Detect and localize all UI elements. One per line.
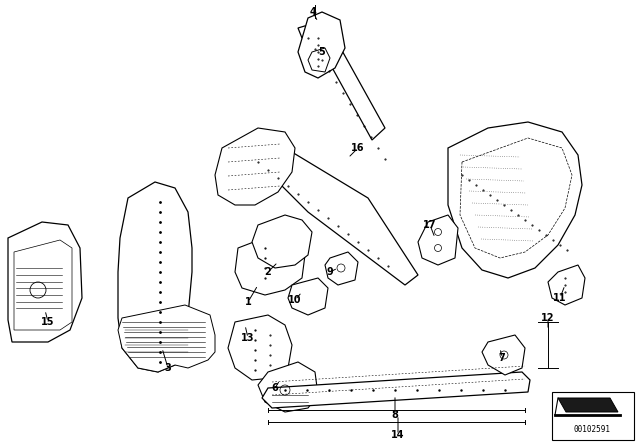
Text: 4: 4 bbox=[310, 7, 316, 17]
Polygon shape bbox=[14, 240, 72, 330]
Text: 16: 16 bbox=[351, 143, 365, 153]
Text: 8: 8 bbox=[392, 410, 399, 420]
Text: 7: 7 bbox=[499, 353, 506, 363]
Polygon shape bbox=[298, 12, 345, 78]
Polygon shape bbox=[248, 140, 418, 285]
Text: 3: 3 bbox=[164, 363, 172, 373]
Polygon shape bbox=[448, 122, 582, 278]
Polygon shape bbox=[235, 235, 305, 295]
Polygon shape bbox=[548, 265, 585, 305]
Text: 17: 17 bbox=[423, 220, 436, 230]
Text: 15: 15 bbox=[41, 317, 55, 327]
Bar bbox=[552, 392, 634, 440]
Polygon shape bbox=[288, 278, 328, 315]
Polygon shape bbox=[8, 222, 82, 342]
Text: 1: 1 bbox=[244, 297, 252, 307]
Text: 00102591: 00102591 bbox=[573, 426, 611, 435]
Polygon shape bbox=[418, 215, 458, 265]
Polygon shape bbox=[482, 335, 525, 375]
Text: 9: 9 bbox=[326, 267, 333, 277]
Polygon shape bbox=[558, 398, 618, 412]
Polygon shape bbox=[258, 362, 318, 412]
Polygon shape bbox=[298, 22, 385, 140]
Polygon shape bbox=[460, 138, 572, 258]
Polygon shape bbox=[308, 48, 330, 72]
Polygon shape bbox=[262, 372, 530, 408]
Polygon shape bbox=[228, 315, 292, 380]
Text: 11: 11 bbox=[553, 293, 567, 303]
Polygon shape bbox=[118, 305, 215, 372]
Text: 10: 10 bbox=[288, 295, 301, 305]
Polygon shape bbox=[118, 182, 192, 372]
Text: 2: 2 bbox=[264, 267, 271, 277]
Polygon shape bbox=[325, 252, 358, 285]
Text: 14: 14 bbox=[391, 430, 404, 440]
Polygon shape bbox=[252, 215, 312, 268]
Text: 12: 12 bbox=[541, 313, 555, 323]
Text: 13: 13 bbox=[241, 333, 255, 343]
Text: 6: 6 bbox=[271, 383, 278, 393]
Polygon shape bbox=[215, 128, 295, 205]
Text: 5: 5 bbox=[319, 47, 325, 57]
